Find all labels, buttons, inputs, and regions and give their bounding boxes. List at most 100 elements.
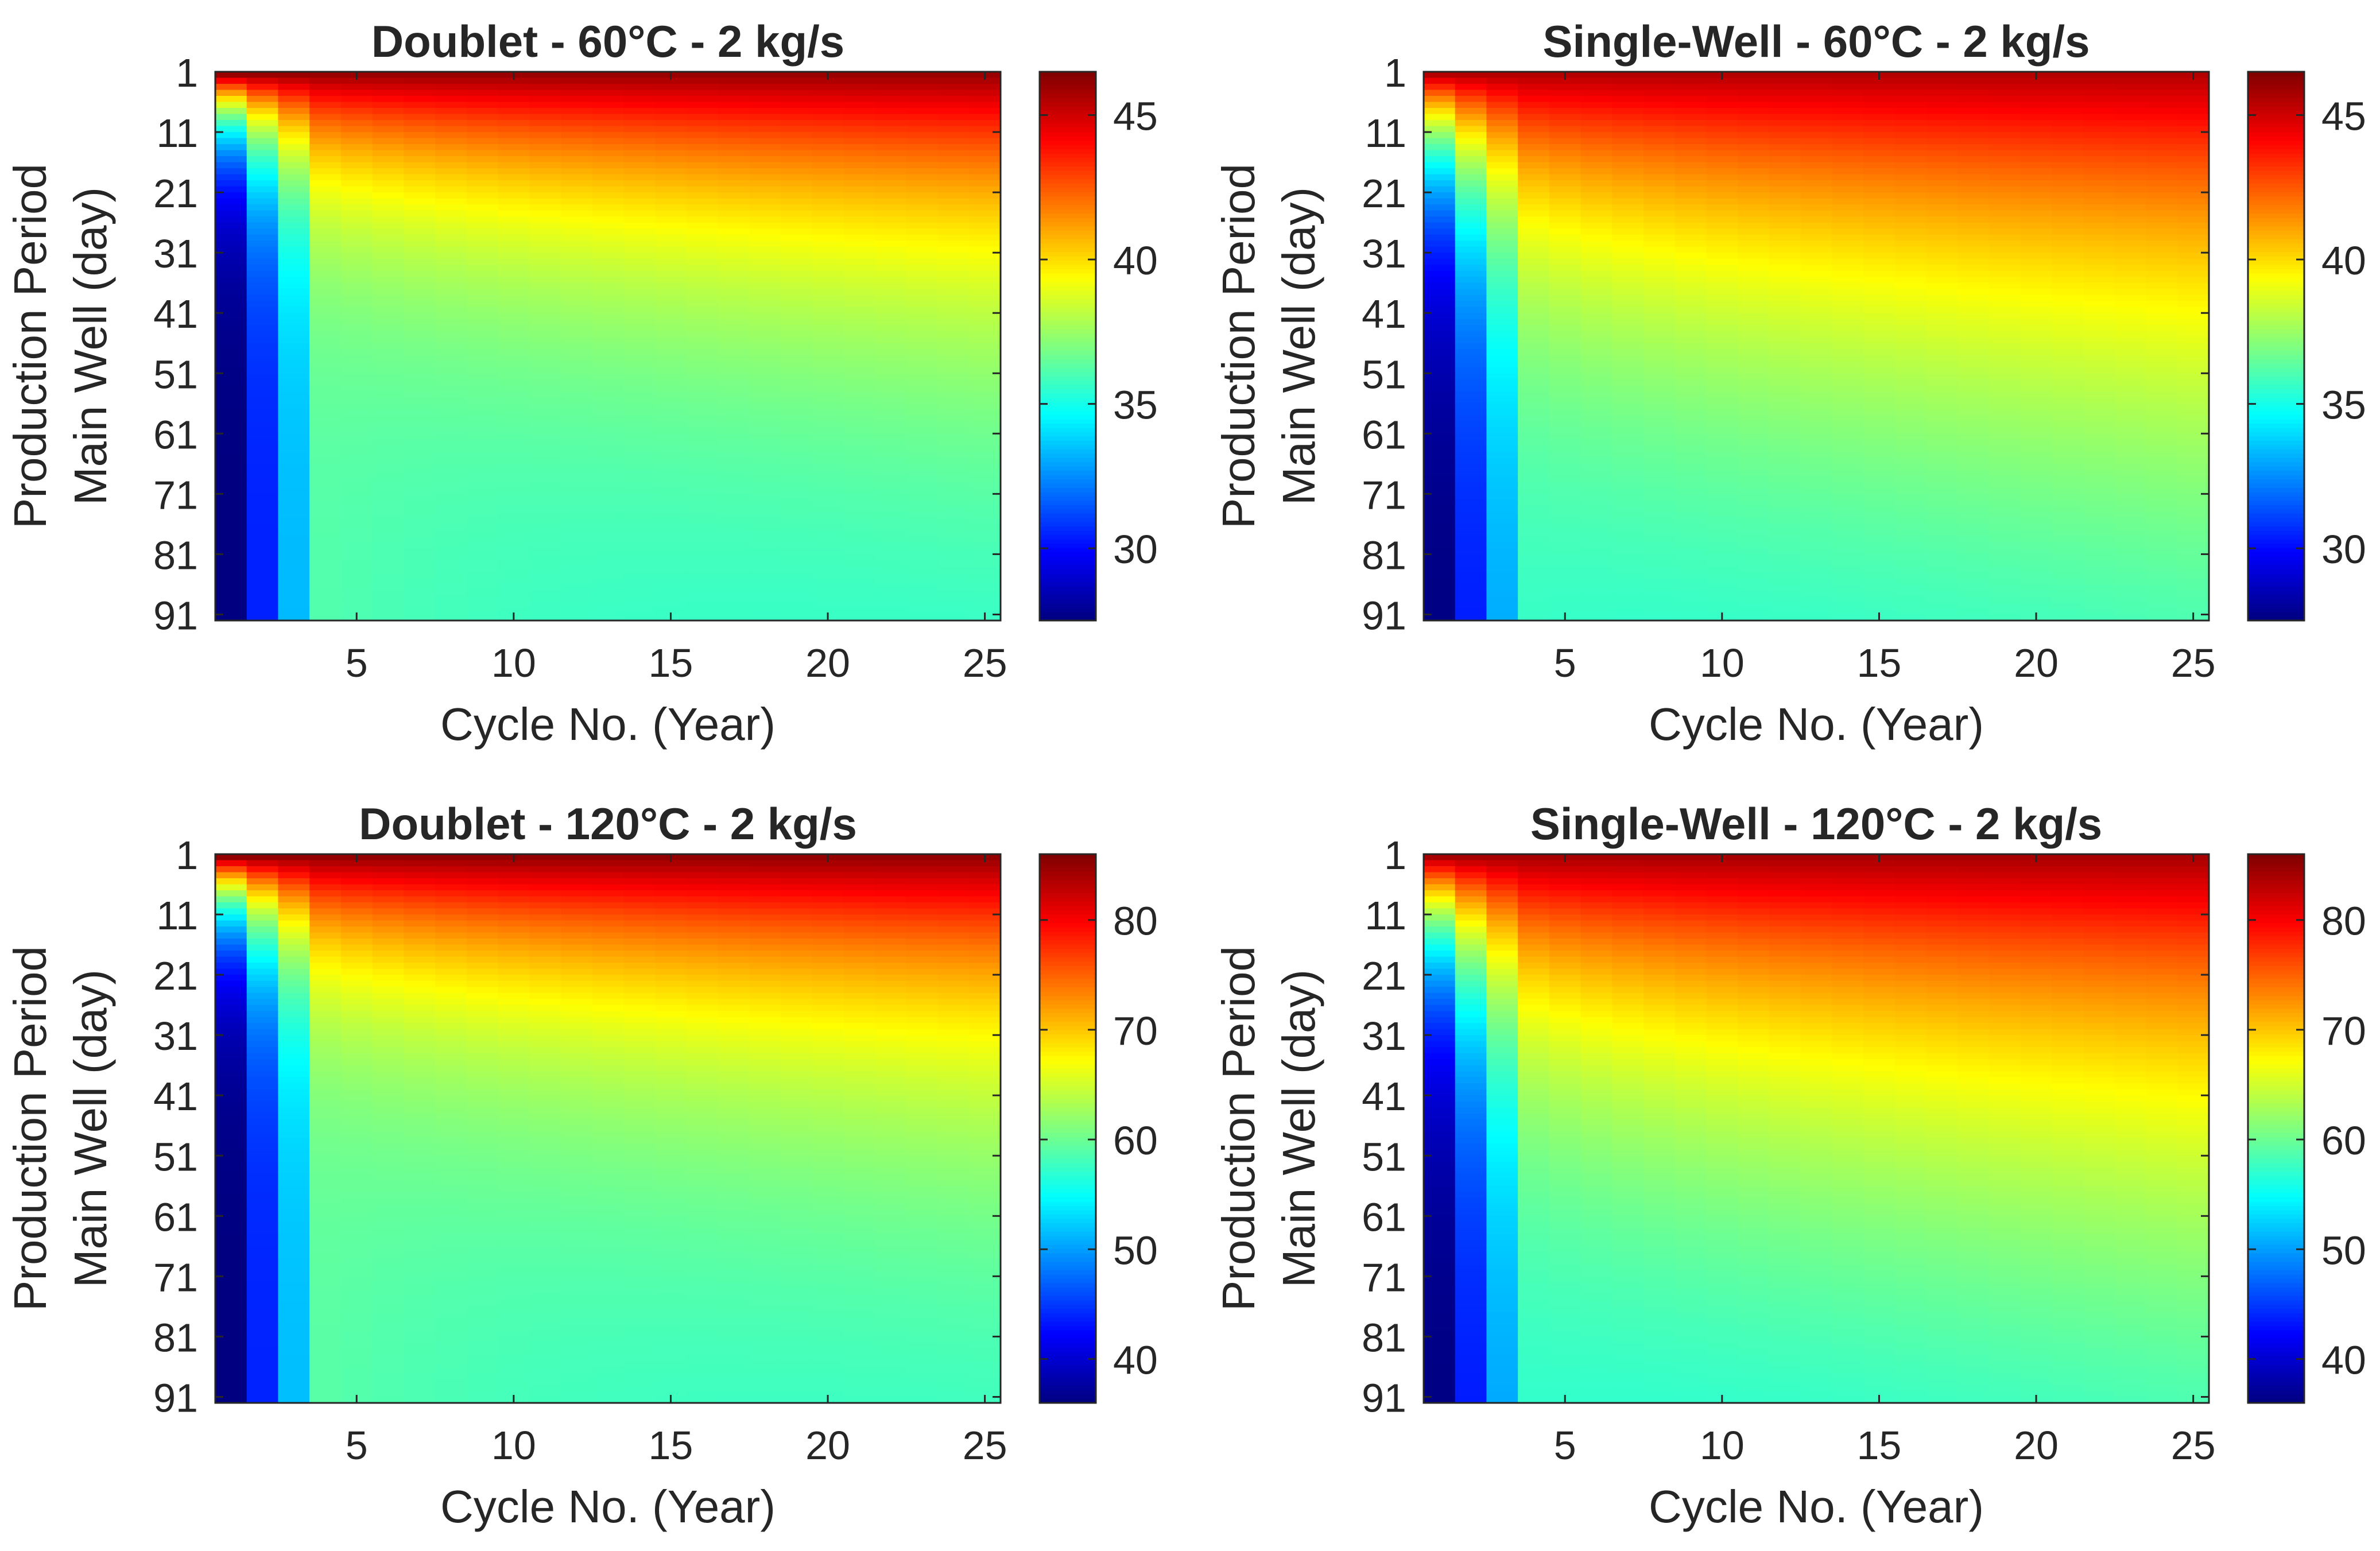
heatmap-cell: [1769, 222, 1801, 229]
heatmap-cell: [1674, 96, 1707, 103]
heatmap-cell: [1769, 590, 1801, 597]
heatmap-cell: [875, 210, 907, 217]
heatmap-cell: [812, 120, 844, 127]
heatmap-cell: [969, 355, 1001, 362]
heatmap-cell: [340, 524, 373, 531]
heatmap-cell: [2052, 265, 2084, 272]
heatmap-cell: [1832, 210, 1864, 217]
heatmap-cell: [718, 265, 750, 272]
heatmap-cell: [1832, 530, 1864, 537]
heatmap-cell: [1706, 548, 1738, 555]
heatmap-cell: [749, 602, 781, 609]
heatmap-cell: [969, 258, 1001, 265]
heatmap-cell: [1894, 572, 1927, 579]
heatmap-cell: [1424, 204, 1456, 211]
heatmap-cell: [937, 319, 970, 325]
heatmap-cell: [1486, 530, 1518, 537]
heatmap-cell: [1958, 192, 1990, 199]
heatmap-cell: [1643, 144, 1676, 151]
heatmap-cell: [843, 457, 875, 464]
heatmap-cell: [2020, 590, 2052, 597]
colorbar-segment: [1040, 402, 1096, 407]
heatmap-cell: [1832, 325, 1864, 332]
heatmap-cell: [592, 277, 624, 284]
heatmap-cell: [2177, 584, 2210, 591]
heatmap-cell: [1832, 138, 1864, 145]
heatmap-cell: [309, 511, 342, 519]
heatmap-cell: [969, 77, 1001, 84]
heatmap-cell: [1580, 150, 1612, 157]
heatmap-cell: [1580, 475, 1612, 482]
heatmap-cell: [623, 241, 656, 247]
heatmap-cell: [1769, 108, 1801, 115]
heatmap-cell: [906, 289, 939, 296]
heatmap-cell: [2052, 445, 2084, 452]
heatmap-cell: [812, 204, 844, 211]
heatmap-cell: [623, 120, 656, 127]
heatmap-cell: [1988, 144, 2021, 151]
heatmap-cell: [1926, 77, 1958, 84]
heatmap-cell: [655, 204, 687, 211]
heatmap-cell: [1863, 282, 1896, 289]
heatmap-cell: [278, 102, 310, 108]
heatmap-cell: [2083, 162, 2115, 169]
colorbar-segment: [2248, 534, 2304, 540]
heatmap-cell: [1800, 379, 1832, 386]
heatmap-cell: [1424, 379, 1456, 386]
colorbar-segment: [2248, 316, 2304, 321]
heatmap-cell: [875, 246, 907, 253]
heatmap-cell: [1643, 487, 1676, 494]
heatmap-cell: [309, 234, 342, 241]
heatmap-cell: [1674, 397, 1707, 404]
heatmap-cell: [1486, 84, 1518, 91]
heatmap-cell: [1518, 409, 1550, 416]
heatmap-cell: [1958, 289, 1990, 296]
heatmap-cell: [875, 596, 907, 603]
heatmap-cell: [623, 403, 656, 410]
heatmap-cell: [2052, 463, 2084, 470]
heatmap-cell: [1832, 536, 1864, 543]
heatmap-cell: [2114, 234, 2147, 241]
heatmap-cell: [1424, 258, 1456, 265]
heatmap-cell: [937, 228, 970, 235]
heatmap-cell: [2177, 120, 2210, 127]
heatmap-cell: [1738, 265, 1770, 272]
heatmap-cell: [718, 343, 750, 350]
colorbar-segment: [2248, 402, 2304, 407]
heatmap-cell: [937, 294, 970, 301]
heatmap-cell: [1769, 294, 1801, 301]
colorbar-segment: [1040, 509, 1096, 514]
heatmap-cell: [2083, 584, 2115, 591]
heatmap-cell: [1800, 499, 1832, 506]
heatmap-cell: [843, 421, 875, 428]
heatmap-cell: [1832, 96, 1864, 103]
heatmap-cell: [1706, 241, 1738, 247]
heatmap-cell: [278, 204, 310, 211]
heatmap-cell: [1926, 584, 1958, 591]
heatmap-cell: [780, 72, 813, 79]
heatmap-cell: [1894, 198, 1927, 205]
heatmap-cell: [592, 174, 624, 181]
heatmap-cell: [246, 403, 279, 410]
heatmap-cell: [2177, 445, 2210, 452]
heatmap-cell: [749, 427, 781, 434]
heatmap-cell: [529, 253, 561, 259]
heatmap-cell: [340, 499, 373, 506]
heatmap-cell: [655, 578, 687, 585]
heatmap-cell: [2083, 174, 2115, 181]
heatmap-cell: [1832, 186, 1864, 193]
heatmap-cell: [937, 126, 970, 133]
heatmap-cell: [309, 361, 342, 368]
heatmap-cell: [2146, 433, 2178, 440]
heatmap-cell: [435, 475, 467, 482]
heatmap-cell: [1518, 126, 1550, 133]
heatmap-cell: [278, 294, 310, 301]
heatmap-cell: [655, 463, 687, 470]
heatmap-cell: [969, 265, 1001, 272]
heatmap-cell: [560, 277, 593, 284]
heatmap-cell: [1894, 499, 1927, 506]
heatmap-cell: [246, 120, 279, 127]
heatmap-cell: [1486, 506, 1518, 513]
heatmap-cell: [937, 114, 970, 121]
heatmap-cell: [404, 511, 436, 519]
